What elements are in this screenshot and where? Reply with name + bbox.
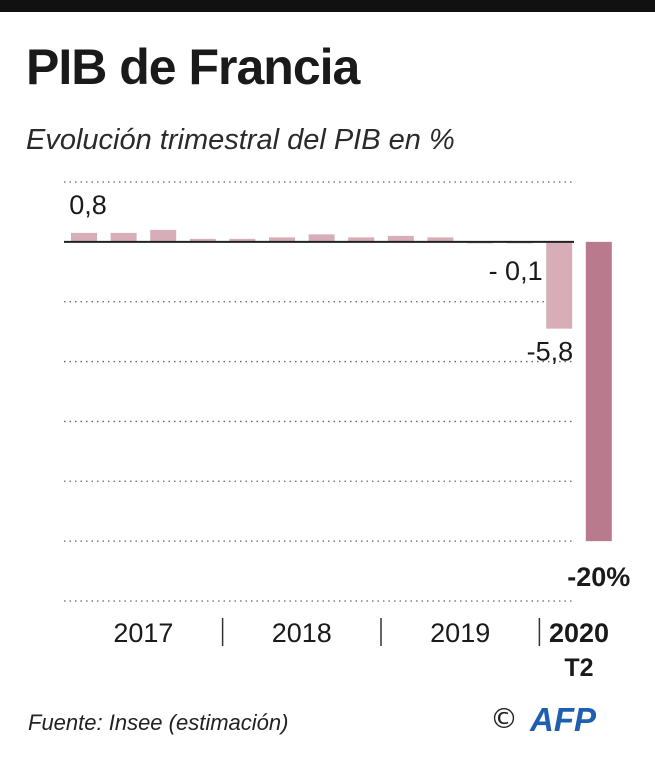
data-label: -5,8	[527, 337, 574, 367]
bar	[427, 237, 454, 242]
bar	[229, 238, 256, 242]
x-tick-label: 2019	[430, 618, 490, 648]
bar	[150, 229, 177, 242]
bar	[585, 241, 612, 542]
bar	[110, 232, 137, 242]
bar	[308, 234, 335, 242]
data-label: - 0,1	[489, 256, 543, 286]
bar	[546, 241, 573, 329]
chart-title: PIB de Francia	[26, 39, 360, 95]
bar	[71, 232, 97, 242]
bar	[269, 237, 295, 242]
bar	[189, 238, 216, 242]
chart-subtitle: Evolución trimestral del PIB en %	[26, 124, 455, 156]
svg-text:AFP: AFP	[529, 701, 597, 738]
source-note: Fuente: Insee (estimación)	[28, 710, 289, 735]
bar	[387, 235, 414, 242]
bar-chart: 0,8 - 0,1 -5,8 -20% 2017 2018 2019 2020 T2	[64, 181, 630, 682]
quarter-label: T2	[564, 654, 593, 682]
copyright-symbol: ©	[490, 702, 518, 735]
data-label: 0,8	[69, 190, 107, 220]
x-tick-label: 2017	[113, 618, 173, 648]
top-rule	[0, 0, 655, 12]
bar	[348, 237, 375, 242]
x-tick-label: 2020	[549, 618, 609, 648]
x-tick-label: 2018	[272, 618, 332, 648]
afp-logo: AFP	[529, 701, 597, 738]
data-label: -20%	[567, 562, 630, 592]
